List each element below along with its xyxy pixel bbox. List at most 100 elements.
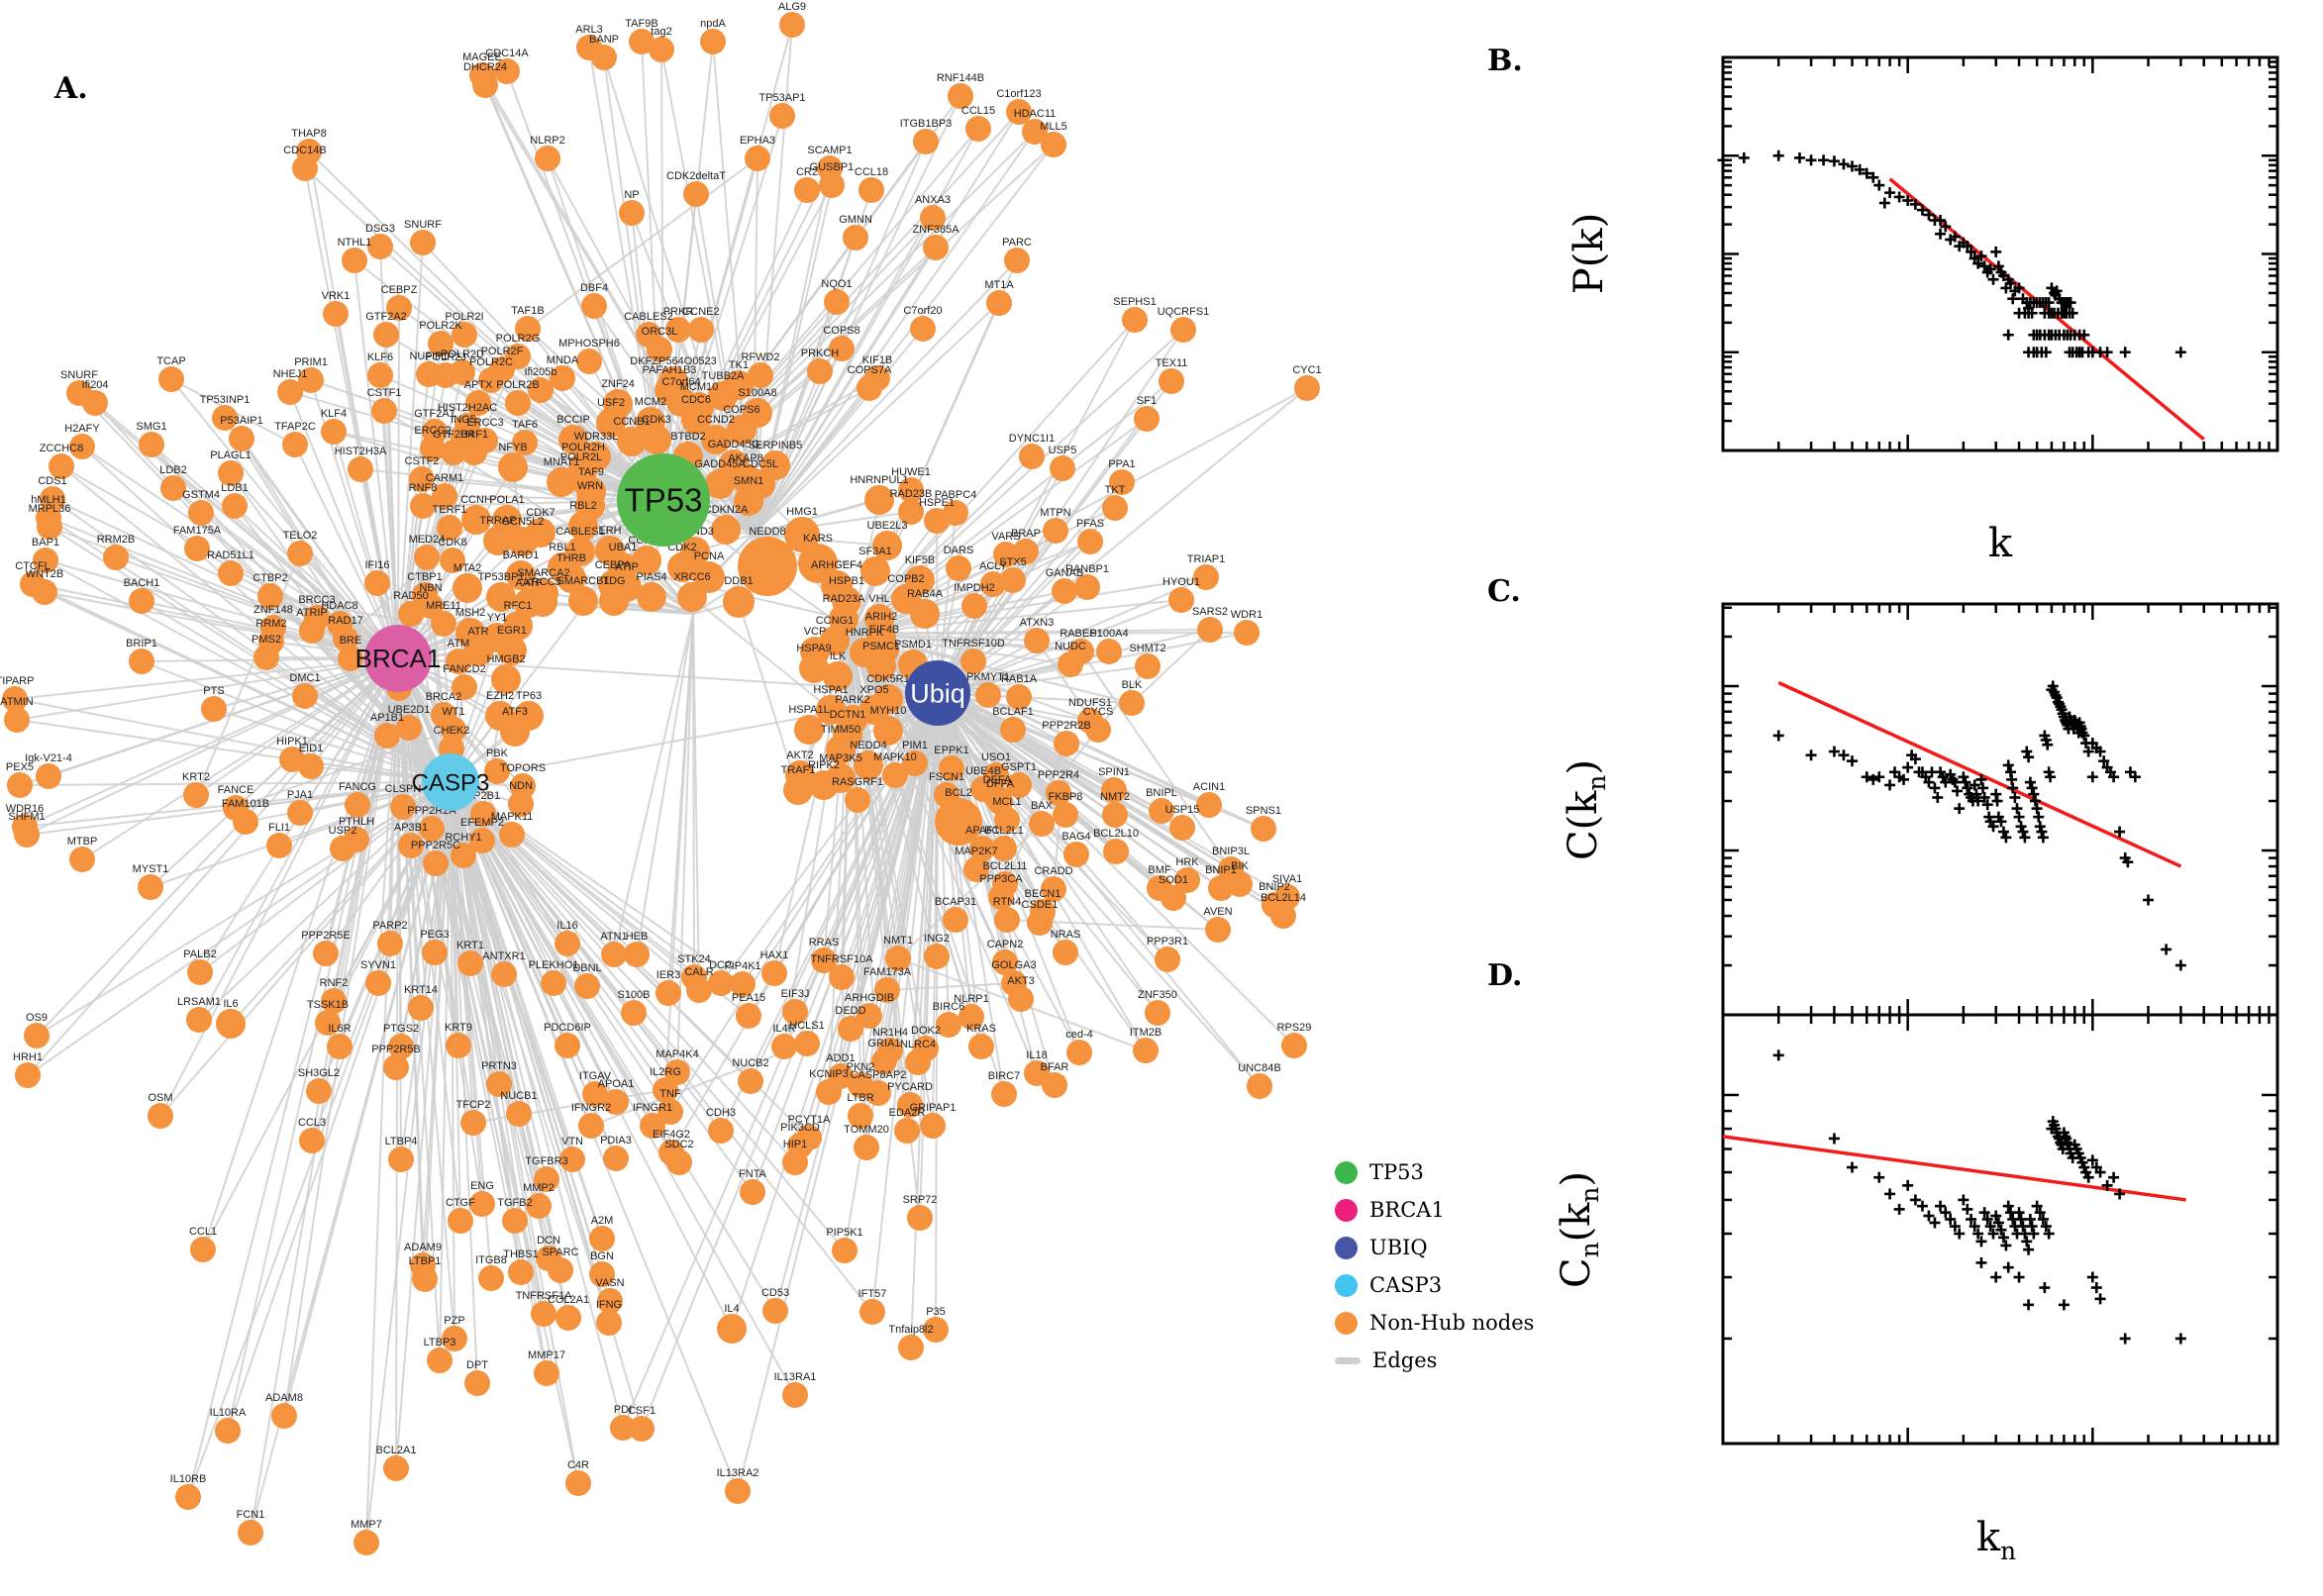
network-node-label: USP15 (1165, 804, 1200, 816)
network-node (433, 362, 458, 388)
network-node-label: IFT57 (858, 1288, 887, 1300)
network-node-label: IFI16 (364, 559, 389, 571)
network-node (461, 505, 491, 535)
network-hubs: TP53 BRCA1 Ubiq CASP3 (355, 453, 970, 811)
network-node-label: PABPC4 (935, 489, 977, 501)
network-node-label: DOK2 (911, 1025, 941, 1037)
network-node-label: DPT (466, 1359, 488, 1371)
network-node-label: BARD1 (503, 549, 540, 561)
network-node (866, 651, 896, 681)
network-node (441, 717, 466, 743)
network-node-label: RRAS (809, 937, 840, 948)
network-node-label: ATF3 (502, 706, 528, 718)
network-node (582, 1081, 608, 1107)
network-node (478, 1265, 504, 1291)
network-node-label: OSM (148, 1092, 172, 1104)
network-node-label: IL6 (223, 998, 238, 1010)
network-node-label: DCN (537, 1235, 560, 1247)
network-node (1053, 940, 1078, 965)
network-node (502, 1208, 528, 1234)
network-node (452, 322, 477, 348)
network-node (423, 850, 449, 876)
network-node-label: COPS6 (723, 404, 759, 416)
network-node (555, 1033, 580, 1058)
network-node-label: HRH1 (13, 1051, 43, 1063)
network-node-label: MPHOSPH6 (558, 338, 620, 349)
network-node-label: TAF1B (511, 305, 544, 317)
network-node (794, 177, 820, 203)
network-node (1251, 816, 1276, 842)
network-node (873, 716, 903, 746)
network-node-label: TEX11 (1156, 357, 1188, 369)
network-node-label: ANTXR1 (482, 950, 525, 962)
network-node-label: PIP4K1 (724, 960, 760, 972)
network-node (1174, 867, 1200, 893)
network-node-label: TNFRSF1A (516, 1290, 573, 1302)
network-node-label: NLRP2 (530, 135, 564, 147)
network-node-label: CTCFL (15, 560, 50, 572)
network-node (175, 1484, 201, 1510)
network-node-label: TERF1 (433, 504, 467, 516)
network-node-label: PPP3R1 (1147, 936, 1188, 948)
network-node-label: PTHLH (339, 816, 374, 828)
network-node-label: RNF2 (320, 977, 349, 989)
network-node-label: ALG9 (778, 1, 806, 13)
network-node-label: HRK (1175, 856, 1199, 868)
network-node-label: TIMM50 (821, 724, 860, 736)
network-node (233, 809, 258, 835)
network-node-label: TAF9 (578, 466, 604, 478)
network-node-label: BIRC6 (933, 1001, 964, 1013)
network-node-label: CABLES2 (624, 311, 673, 323)
network-node (782, 999, 808, 1025)
network-node-label: SF3A1 (858, 546, 892, 557)
network-node (229, 426, 254, 451)
network-node (666, 1149, 692, 1175)
network-node (1006, 684, 1032, 710)
network-node-label: VARS (991, 531, 1020, 543)
legend-item-label: Non-Hub nodes (1369, 1310, 1535, 1335)
network-node (1050, 455, 1075, 481)
network-node (1102, 802, 1128, 828)
network-node-label: HMG1 (786, 506, 818, 518)
data-points (1717, 150, 2186, 358)
network-node-label: IL4R (772, 1023, 795, 1035)
network-node (1208, 875, 1234, 901)
network-node-label: BCCIP (556, 414, 590, 426)
network-node (183, 782, 209, 808)
network-node-label: WT1 (442, 706, 464, 718)
network-node-label: CCL3 (298, 1117, 326, 1129)
network-node-label: STK24 (677, 953, 711, 965)
network-node (843, 225, 868, 250)
network-node (49, 453, 74, 479)
network-node (771, 1034, 797, 1059)
network-node-label: LDB2 (159, 464, 187, 476)
network-node (15, 1062, 41, 1088)
network-node-label: GANAB (1046, 567, 1084, 579)
network-node-label: COPB2 (887, 573, 924, 585)
network-node (257, 583, 283, 609)
network-node-label: MMP17 (528, 1349, 565, 1361)
network-node (959, 1004, 984, 1030)
network-node-label: MTPN (1040, 507, 1070, 519)
network-node (486, 582, 516, 612)
network-node (1133, 1038, 1159, 1063)
network-node (437, 515, 462, 541)
network-node-label: EGR1 (497, 625, 527, 637)
network-node-label: C1orf123 (996, 88, 1041, 100)
network-node (327, 1034, 353, 1059)
network-node (617, 427, 647, 456)
network-node-label: PRIM1 (294, 356, 328, 368)
network-node-label: BRCA2 (426, 691, 462, 703)
network-node (1161, 885, 1186, 911)
network-node-label: TP53BP1 (477, 571, 524, 583)
network-node-label: RRM2 (255, 618, 286, 630)
network-node-label: CDC6 (681, 394, 711, 406)
network-node (412, 1266, 438, 1292)
network-node-label: DEDD (835, 1005, 865, 1017)
network-node-label: TK1 (729, 359, 749, 371)
network-node-label: BIRC7 (988, 1070, 1020, 1082)
legend-item-casp3: CASP3 (1335, 1273, 1534, 1297)
network-node-label: BAX (1031, 800, 1054, 812)
network-node-label: ZNF385A (912, 224, 960, 236)
network-node-label: KRT9 (445, 1022, 472, 1034)
